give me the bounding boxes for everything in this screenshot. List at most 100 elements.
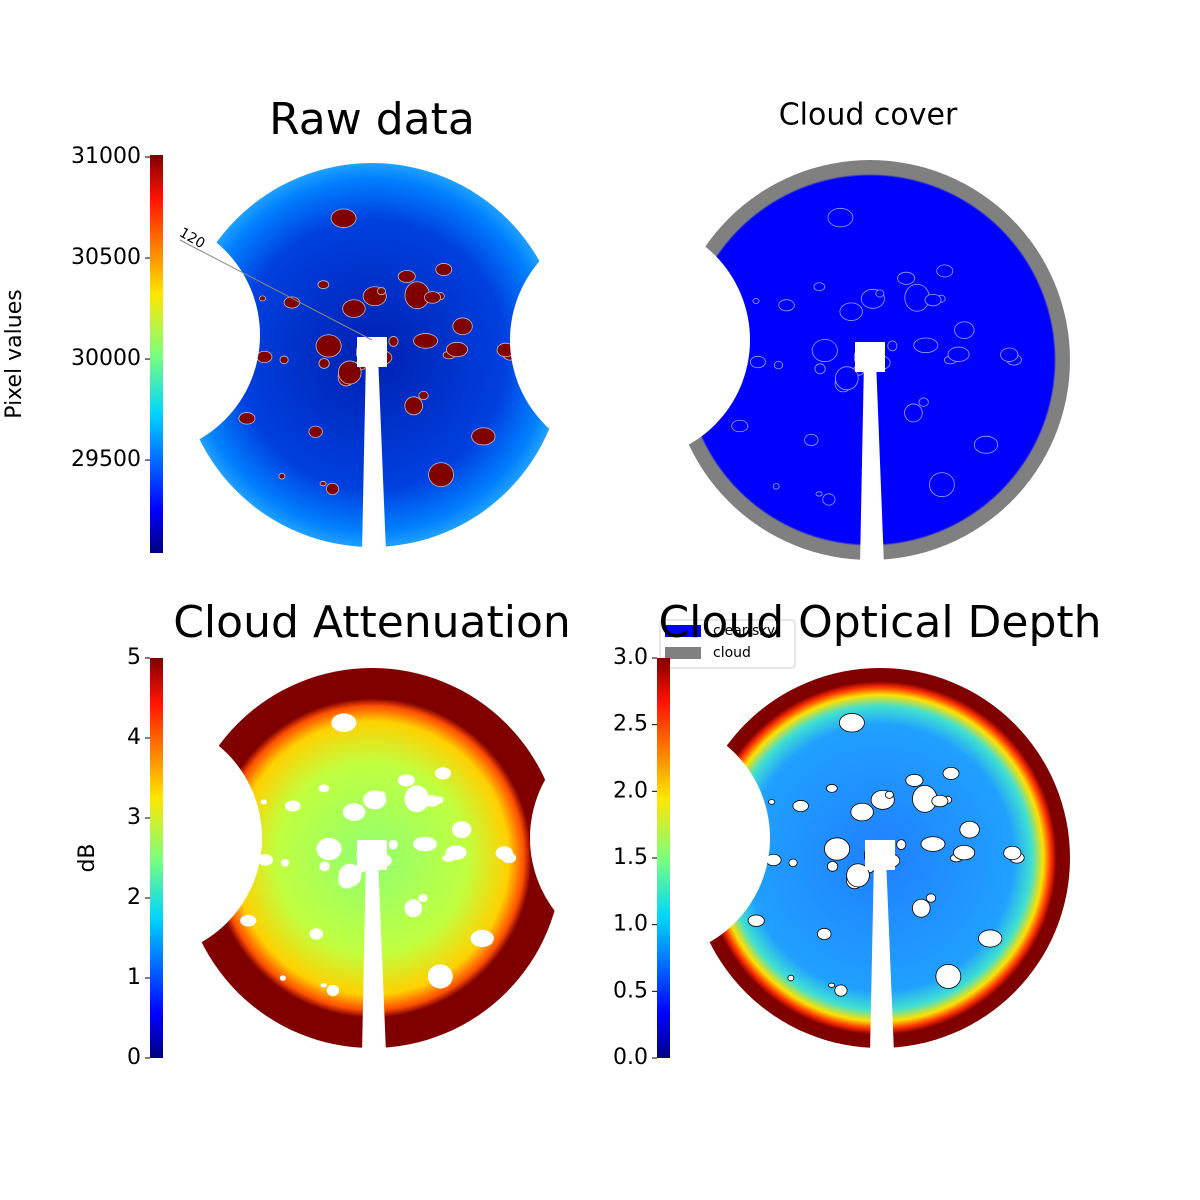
mask-arm bbox=[362, 355, 386, 552]
chart-title: Cloud Optical Depth bbox=[658, 597, 1101, 648]
cloud-blob bbox=[839, 302, 863, 321]
cloud-blob bbox=[834, 984, 848, 997]
cloud-blob bbox=[924, 293, 942, 307]
cloud-blob bbox=[752, 298, 760, 304]
cloud-blob bbox=[773, 360, 784, 370]
cloud-blob bbox=[316, 837, 342, 861]
cloud-blob bbox=[257, 854, 274, 866]
cloud-blob bbox=[260, 799, 267, 805]
cloud-blob bbox=[947, 346, 970, 362]
sky-image bbox=[20, 163, 564, 552]
colorbar-tick-label: 1.0 bbox=[613, 912, 648, 937]
cloud-blob bbox=[315, 334, 342, 358]
colorbar-tick-label: 30000 bbox=[71, 346, 141, 371]
cloud-blob bbox=[954, 321, 975, 339]
cloud-blob bbox=[875, 289, 885, 298]
cloud-blob bbox=[973, 435, 999, 454]
mask-notch bbox=[20, 215, 260, 455]
cloud-blob bbox=[397, 270, 416, 284]
cloud-blob bbox=[495, 846, 513, 860]
cloud-blob bbox=[423, 291, 441, 304]
cloud-blob bbox=[319, 481, 327, 487]
cloud-blob bbox=[897, 271, 916, 285]
cloud-blob bbox=[342, 299, 366, 318]
cloud-blob bbox=[338, 863, 362, 887]
grid-spoke bbox=[179, 239, 373, 341]
cloud-blob bbox=[240, 914, 257, 927]
cloud-blob bbox=[412, 836, 438, 852]
cloud-blob bbox=[1000, 347, 1019, 362]
colorbar-tick-label: 4 bbox=[127, 725, 141, 750]
cloud-blob bbox=[804, 433, 819, 447]
cloud-blob bbox=[931, 794, 949, 808]
cloud-blob bbox=[822, 493, 836, 506]
colorbar-tick-label: 29500 bbox=[71, 447, 141, 472]
cloud-blob bbox=[377, 791, 386, 799]
cloud-blob bbox=[427, 964, 453, 989]
colorbar-tick-label: 30500 bbox=[71, 245, 141, 270]
cloud-blob bbox=[749, 355, 766, 369]
cloud-blob bbox=[451, 821, 472, 838]
colorbar-label: Pixel values bbox=[2, 289, 27, 418]
cloud-blob bbox=[920, 836, 946, 852]
cloud-blob bbox=[905, 773, 924, 787]
cloud-blob bbox=[326, 984, 340, 997]
chart-title: Cloud cover bbox=[779, 98, 958, 133]
colorbar-tick-label: 3.0 bbox=[613, 645, 648, 670]
colorbar-tick-label: 2.5 bbox=[613, 712, 648, 737]
cloud-blob bbox=[309, 928, 324, 940]
cloud-blob bbox=[319, 861, 330, 872]
cloud-blob bbox=[280, 859, 290, 867]
cloud-blob bbox=[815, 491, 823, 497]
chart-title: Raw data bbox=[269, 94, 475, 145]
cloud-blob bbox=[388, 839, 398, 850]
cloud-blob bbox=[330, 208, 357, 228]
colorbar-tick-label: 1.5 bbox=[613, 845, 648, 870]
cloud-blob bbox=[787, 974, 795, 982]
cloud-blob bbox=[308, 425, 323, 438]
cloud-blob bbox=[896, 839, 907, 850]
cloud-blob bbox=[337, 360, 362, 385]
cloud-blob bbox=[731, 419, 749, 433]
cloud-blob bbox=[814, 363, 826, 375]
cloud-blob bbox=[925, 893, 937, 903]
cloud-blob bbox=[404, 785, 430, 813]
cloud-blob bbox=[452, 317, 473, 336]
cloud-blob bbox=[278, 473, 286, 480]
cloud-blob bbox=[887, 340, 898, 352]
cloud-blob bbox=[318, 358, 330, 369]
mask-arm bbox=[870, 858, 894, 1053]
cloud-blob bbox=[778, 299, 795, 312]
colorbar-tick-label: 0 bbox=[127, 1045, 141, 1070]
colorbar bbox=[150, 155, 163, 553]
sky-image bbox=[530, 668, 1070, 1053]
cloud-blob bbox=[470, 929, 494, 948]
cloud-blob bbox=[435, 263, 453, 276]
cloud-blob bbox=[397, 774, 415, 787]
colorbar-tick-label: 3 bbox=[127, 805, 141, 830]
mask-arm bbox=[860, 360, 884, 565]
cloud-blob bbox=[850, 802, 874, 822]
mask-arm bbox=[362, 858, 386, 1053]
cloud-blob bbox=[936, 264, 954, 278]
cloud-blob bbox=[471, 427, 496, 446]
cloud-blob bbox=[279, 975, 286, 981]
colorbar-tick-label: 2 bbox=[127, 885, 141, 910]
cloud-blob bbox=[404, 899, 423, 918]
mask-notch bbox=[530, 718, 770, 958]
cloud-blob bbox=[404, 396, 423, 416]
cloud-blob bbox=[817, 927, 832, 941]
cloud-blob bbox=[824, 837, 851, 861]
mask-block bbox=[865, 840, 895, 870]
cloud-blob bbox=[388, 336, 399, 347]
mask-notch bbox=[510, 220, 750, 460]
colorbar-label: dB bbox=[75, 843, 100, 872]
cloud-blob bbox=[911, 898, 931, 918]
cloud-blob bbox=[418, 893, 428, 903]
cloud-blob bbox=[813, 282, 826, 292]
cloud-blob bbox=[423, 795, 440, 807]
cloud-blob bbox=[256, 350, 273, 364]
colorbar-tick-label: 0.0 bbox=[613, 1045, 648, 1070]
cloud-blob bbox=[342, 803, 366, 821]
legend-label: cloud bbox=[713, 645, 751, 661]
